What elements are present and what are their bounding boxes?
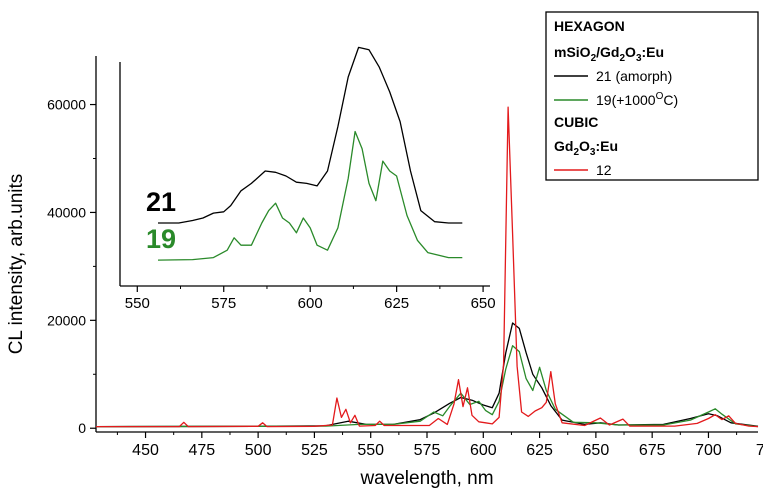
y-axis-label: CL intensity, arb.units	[6, 174, 27, 355]
y-tick-label: 0	[78, 420, 86, 436]
legend-entry-19: 19(+1000OC)	[596, 91, 678, 108]
legend-heading-cubic: CUBIC	[554, 114, 598, 130]
series-group	[95, 106, 759, 428]
inset-series-label-21: 21	[146, 187, 176, 217]
inset-series-line-21	[158, 46, 463, 224]
main-plot: 450 475 500 525 550 575 600 625 650 675 700 72 0 200…	[6, 56, 763, 488]
legend-box	[545, 11, 759, 181]
legend: HEXAGON mSiO2/Gd2O3:Eu 21 (amorph) 19(+1…	[545, 11, 759, 181]
x-tick-label: 525	[301, 442, 328, 459]
x-tick-label: 450	[132, 442, 159, 459]
legend-heading-msio2-gd2o3-eu: mSiO2/Gd2O3:Eu	[554, 44, 664, 64]
x-tick-label: 72	[756, 442, 763, 459]
y-ticks: 0 20000 40000 60000	[47, 97, 96, 436]
x-tick-label: 675	[639, 442, 666, 459]
x-tick-label: 475	[188, 442, 215, 459]
y-tick-label: 40000	[47, 204, 86, 220]
x-axis-label: wavelength, nm	[359, 468, 493, 488]
inset-x-tick-label: 600	[298, 295, 323, 312]
x-tick-label: 600	[470, 442, 497, 459]
legend-entry-12: 12	[596, 162, 612, 178]
legend-entry-21-amorph: 21 (amorph)	[596, 68, 672, 84]
x-tick-label: 500	[245, 442, 272, 459]
inset-series-line-19	[157, 130, 463, 261]
inset-x-tick-label: 650	[471, 295, 496, 312]
x-tick-label: 625	[526, 442, 553, 459]
x-tick-label: 550	[357, 442, 384, 459]
inset-x-tick-label: 550	[125, 295, 150, 312]
legend-heading-hexagon: HEXAGON	[554, 18, 625, 34]
series-line-19-1000-c	[95, 345, 759, 428]
inset-x-tick-label: 625	[384, 295, 409, 312]
x-tick-label: 700	[695, 442, 722, 459]
legend-heading-gd2o3-eu: Gd2O3:Eu	[554, 138, 618, 158]
x-tick-label: 650	[583, 442, 610, 459]
y-tick-label: 20000	[47, 312, 86, 328]
x-tick-label: 575	[414, 442, 441, 459]
series-line-12	[96, 106, 759, 428]
y-tick-label: 60000	[47, 97, 86, 113]
inset-series-label-19: 19	[146, 224, 176, 254]
series-line-21-amorph	[95, 322, 759, 428]
inset-x-ticks: 550 575 600 625 650	[125, 286, 496, 312]
inset-x-tick-label: 575	[211, 295, 236, 312]
x-ticks: 450 475 500 525 550 575 600 625 650 675 700 72	[116, 432, 763, 459]
